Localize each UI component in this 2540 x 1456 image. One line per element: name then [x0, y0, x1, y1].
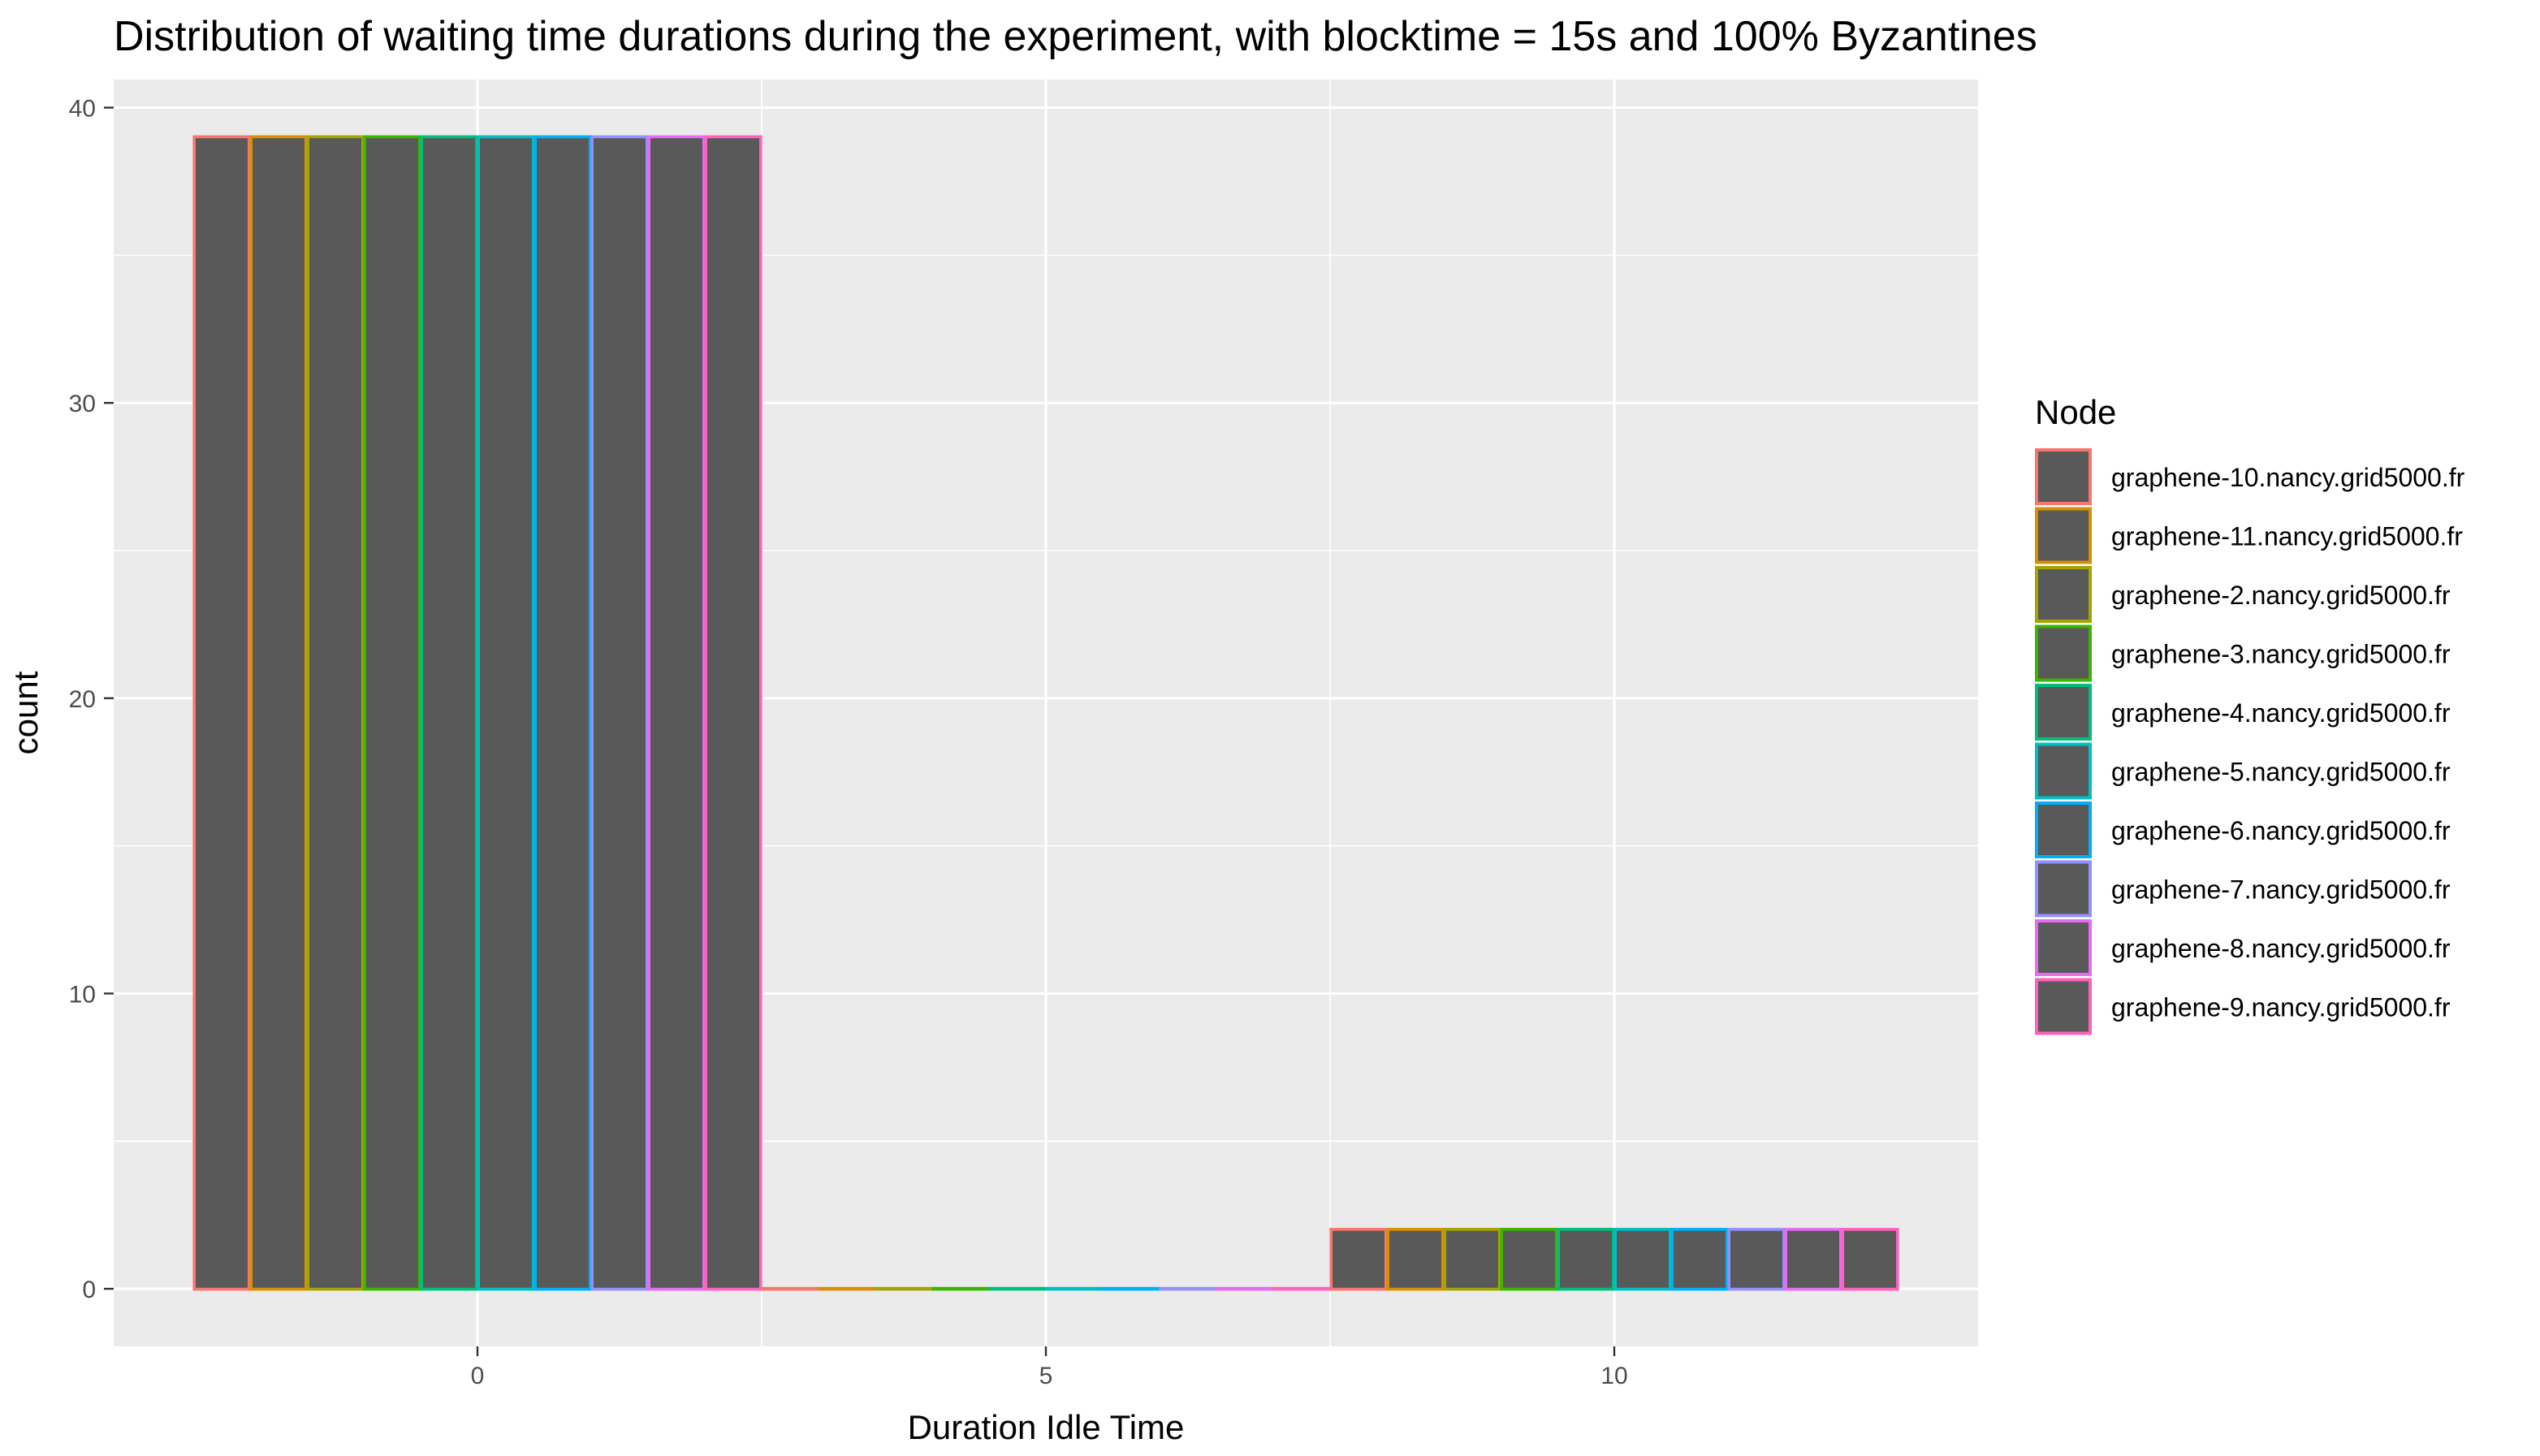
legend-label: graphene-3.nancy.grid5000.fr — [2111, 640, 2451, 669]
legend-label: graphene-11.nancy.grid5000.fr — [2111, 522, 2463, 551]
legend-label: graphene-4.nancy.grid5000.fr — [2111, 698, 2451, 728]
bar — [704, 135, 762, 1291]
legend-key — [2035, 507, 2092, 564]
bar — [931, 1286, 990, 1291]
y-tick-label: 40 — [69, 96, 96, 123]
bar — [1159, 1286, 1217, 1291]
y-axis-title: count — [6, 671, 45, 754]
legend-items: graphene-10.nancy.grid5000.fr graphene-11… — [2035, 448, 2465, 1035]
chart-title: Distribution of waiting time durations d… — [114, 13, 2037, 60]
y-tick-label: 20 — [69, 686, 96, 713]
x-tick-label: 10 — [1600, 1363, 1627, 1389]
bar — [249, 135, 308, 1291]
bar — [1216, 1286, 1274, 1291]
legend-key — [2035, 742, 2092, 800]
bar — [533, 135, 592, 1291]
legend-key — [2035, 684, 2092, 741]
bar — [1557, 1228, 1615, 1291]
bar — [363, 135, 421, 1291]
bar — [988, 1286, 1047, 1291]
bars — [192, 135, 1899, 1291]
bar — [1670, 1228, 1729, 1291]
legend-label: graphene-10.nancy.grid5000.fr — [2111, 463, 2465, 492]
bar — [1500, 1228, 1558, 1291]
bar — [1841, 1228, 1899, 1291]
bar — [1386, 1228, 1445, 1291]
bar — [818, 1286, 876, 1291]
legend-key — [2035, 801, 2092, 858]
axes: 0 5 10 0 10 20 30 40 — [69, 96, 1628, 1389]
bar — [1727, 1228, 1786, 1291]
bar — [875, 1286, 933, 1291]
bar — [1102, 1286, 1160, 1291]
legend-key — [2035, 860, 2092, 918]
x-axis-title: Duration Idle Time — [908, 1408, 1185, 1446]
y-tick-label: 10 — [69, 981, 96, 1008]
legend-label: graphene-6.nancy.grid5000.fr — [2111, 816, 2451, 845]
legend-label: graphene-2.nancy.grid5000.fr — [2111, 581, 2451, 610]
bar — [420, 135, 478, 1291]
bar — [1272, 1286, 1331, 1291]
legend-key — [2035, 566, 2092, 623]
bar — [1784, 1228, 1842, 1291]
bar — [192, 135, 251, 1291]
bar — [647, 135, 706, 1291]
legend-label: graphene-5.nancy.grid5000.fr — [2111, 758, 2451, 787]
legend-label: graphene-9.nancy.grid5000.fr — [2111, 993, 2451, 1022]
bar — [1329, 1228, 1388, 1291]
bar — [1613, 1228, 1672, 1291]
bar — [1045, 1286, 1104, 1291]
x-tick-label: 5 — [1039, 1363, 1053, 1389]
legend-label: graphene-8.nancy.grid5000.fr — [2111, 934, 2451, 963]
bar — [590, 135, 649, 1291]
bar — [306, 135, 365, 1291]
bar — [761, 1286, 819, 1291]
legend: Node graphene-10.nancy.grid5000.frgraphe… — [2035, 393, 2465, 1035]
legend-key — [2035, 624, 2092, 682]
legend-label: graphene-7.nancy.grid5000.fr — [2111, 875, 2451, 905]
legend-title: Node — [2035, 393, 2116, 431]
bar — [1443, 1228, 1501, 1291]
legend-key — [2035, 448, 2092, 505]
x-tick-label: 0 — [471, 1363, 485, 1389]
bar — [477, 135, 535, 1291]
legend-key — [2035, 919, 2092, 976]
y-tick-label: 30 — [69, 391, 96, 417]
y-tick-label: 0 — [82, 1277, 96, 1303]
legend-key — [2035, 978, 2092, 1035]
